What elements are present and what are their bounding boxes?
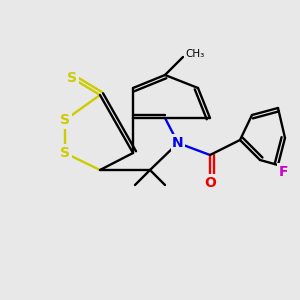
Text: N: N bbox=[172, 136, 184, 150]
Text: S: S bbox=[60, 146, 70, 160]
Text: CH₃: CH₃ bbox=[185, 49, 204, 59]
Text: F: F bbox=[278, 165, 288, 179]
Text: S: S bbox=[67, 71, 77, 85]
Text: O: O bbox=[204, 176, 216, 190]
Text: S: S bbox=[60, 113, 70, 127]
